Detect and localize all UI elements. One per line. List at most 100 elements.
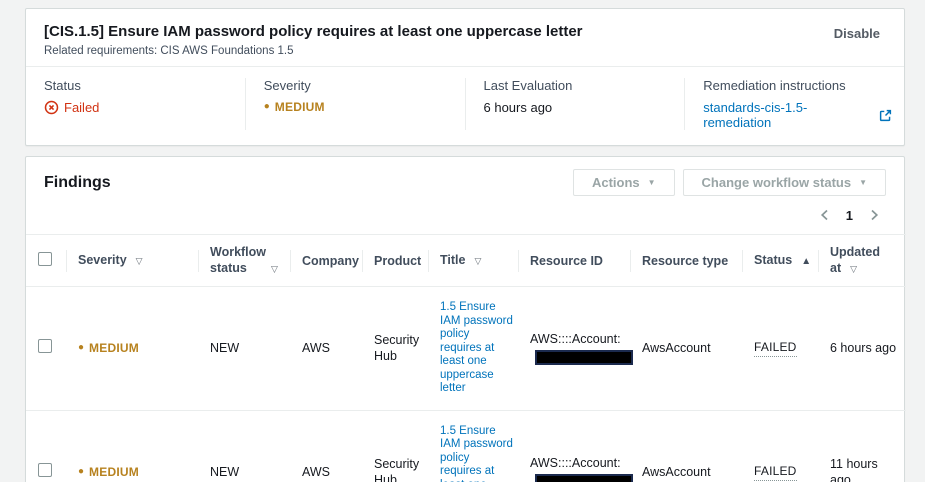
updated-at-cell: 6 hours ago [830, 341, 897, 356]
change-workflow-status-button[interactable]: Change workflow status ▼ [682, 169, 886, 196]
findings-table: Severity ▽ Workflow status ▽ Company Produ… [26, 234, 906, 482]
severity-summary: Severity ● MEDIUM [244, 78, 465, 130]
severity-value: MEDIUM [89, 341, 139, 356]
status-summary: Status Failed [26, 78, 245, 130]
actions-button-label: Actions [591, 175, 640, 190]
control-header-text: [CIS.1.5] Ensure IAM password policy req… [44, 22, 583, 57]
finding-status-value: FAILED [754, 339, 797, 358]
severity-dot-icon: ● [78, 465, 85, 477]
next-page-button[interactable] [867, 206, 882, 224]
status-cell: FAILED [742, 287, 818, 411]
updated-at-cell: 11 hours ago [818, 409, 906, 482]
remediation-link-text: standards-cis-1.5-remediation [703, 100, 808, 130]
row-checkbox[interactable] [38, 462, 52, 477]
product-value: Security Hub [374, 456, 420, 482]
control-summary-card: [CIS.1.5] Ensure IAM password policy req… [25, 8, 905, 146]
chevron-down-icon: ▼ [647, 178, 656, 187]
external-link-icon [879, 109, 892, 122]
header-updated-at[interactable]: Updated at ▽ [818, 234, 906, 287]
finding-title-link[interactable]: 1.5 Ensure IAM password policy requires … [440, 301, 513, 394]
company-cell: AWS [302, 341, 331, 356]
product-cell: Security Hub [362, 409, 428, 482]
finding-status-value: FAILED [754, 463, 797, 481]
header-product: Product [362, 234, 428, 287]
severity-value: MEDIUM [274, 100, 325, 114]
resource-id-cell: AWS::::Account: [518, 287, 633, 411]
select-all-checkbox[interactable] [38, 251, 52, 266]
title-cell: 1.5 Ensure IAM password policy requires … [428, 409, 518, 482]
header-resource-id-label: Resource ID [530, 253, 603, 268]
row-checkbox[interactable] [38, 339, 52, 354]
row-checkbox-cell [26, 409, 66, 482]
severity-cell: ● MEDIUM [66, 409, 198, 482]
workflow-status-cell: NEW [210, 341, 240, 356]
previous-page-button[interactable] [817, 206, 832, 224]
severity-value: MEDIUM [89, 464, 139, 479]
header-severity[interactable]: Severity ▽ [66, 234, 198, 287]
remediation-link[interactable]: standards-cis-1.5-remediation [703, 100, 892, 130]
severity-label: Severity [263, 78, 311, 93]
header-company-label: Company [302, 253, 359, 268]
severity-cell: ● MEDIUM [66, 287, 198, 411]
status-cell: FAILED [742, 409, 818, 482]
header-resource-type: Resource type [630, 234, 742, 287]
header-title-label: Title [440, 253, 466, 267]
pagination: 1 [26, 198, 904, 234]
sort-icon: ▽ [850, 264, 858, 274]
product-cell: Security Hub [362, 287, 428, 411]
header-status[interactable]: Status ▲ [742, 234, 818, 287]
chevron-down-icon: ▼ [859, 178, 867, 187]
sort-icon: ▽ [135, 256, 143, 266]
disable-button[interactable]: Disable [830, 24, 884, 43]
header-resource-id: Resource ID [518, 234, 630, 287]
header-resource-type-label: Resource type [642, 253, 729, 268]
workflow-status-cell: NEW [198, 409, 290, 482]
control-summary-row: Status Failed Severity ● MEDIUM Last Eva… [26, 67, 904, 145]
resource-type-cell: AwsAccount [630, 409, 742, 482]
title-cell: 1.5 Ensure IAM password policy requires … [428, 287, 518, 411]
header-company: Company [290, 234, 362, 287]
header-checkbox-cell [26, 234, 66, 287]
redacted-account-id [535, 473, 633, 482]
last-evaluation-value: 6 hours ago [483, 100, 553, 115]
last-evaluation-label: Last Evaluation [483, 78, 573, 93]
redacted-account-id [535, 350, 633, 366]
resource-id-cell: AWS::::Account: [518, 409, 633, 482]
remediation-label: Remediation instructions [703, 78, 846, 93]
change-workflow-status-label: Change workflow status [701, 175, 852, 190]
product-value: Security Hub [374, 333, 420, 364]
control-title: [CIS.1.5] Ensure IAM password policy req… [44, 23, 583, 40]
remediation-summary: Remediation instructions standards-cis-1… [684, 78, 904, 130]
status-value: Failed [64, 100, 100, 115]
findings-heading: Findings [44, 173, 111, 191]
sort-icon: ▽ [271, 264, 278, 274]
header-status-label: Status [754, 252, 793, 267]
table-row: ● MEDIUM NEW AWS Security Hub 1.5 Ensure… [26, 409, 906, 482]
header-severity-label: Severity [78, 253, 127, 267]
header-workflow-status-label: Workflow status [210, 245, 267, 275]
table-row: ● MEDIUM NEW AWS Security Hub 1.5 Ensure… [26, 287, 906, 411]
resource-id-prefix: AWS::::Account: [530, 455, 621, 470]
findings-card: Findings Actions ▼ Change workflow statu… [25, 156, 906, 482]
header-workflow-status[interactable]: Workflow status ▽ [198, 234, 290, 287]
header-updated-at-label: Updated at [830, 245, 880, 275]
sort-ascending-icon: ▲ [801, 255, 812, 267]
status-label: Status [44, 78, 81, 93]
resource-id-prefix: AWS::::Account: [530, 332, 621, 347]
finding-title-link[interactable]: 1.5 Ensure IAM password policy requires … [440, 424, 513, 482]
company-cell: AWS [290, 409, 362, 482]
header-title[interactable]: Title ▽ [428, 234, 518, 287]
last-evaluation-summary: Last Evaluation 6 hours ago [464, 78, 685, 130]
row-checkbox-cell [26, 287, 66, 411]
page-number[interactable]: 1 [845, 207, 853, 223]
table-header-row: Severity ▽ Workflow status ▽ Company Produ… [26, 234, 906, 287]
sort-icon: ▽ [474, 256, 482, 266]
severity-dot-icon: ● [263, 101, 270, 112]
resource-type-cell: AwsAccount [642, 341, 711, 356]
header-product-label: Product [374, 253, 422, 268]
related-requirements: Related requirements: CIS AWS Foundation… [44, 45, 294, 57]
failed-icon [44, 100, 59, 115]
actions-button[interactable]: Actions ▼ [572, 169, 675, 196]
severity-dot-icon: ● [78, 342, 85, 354]
